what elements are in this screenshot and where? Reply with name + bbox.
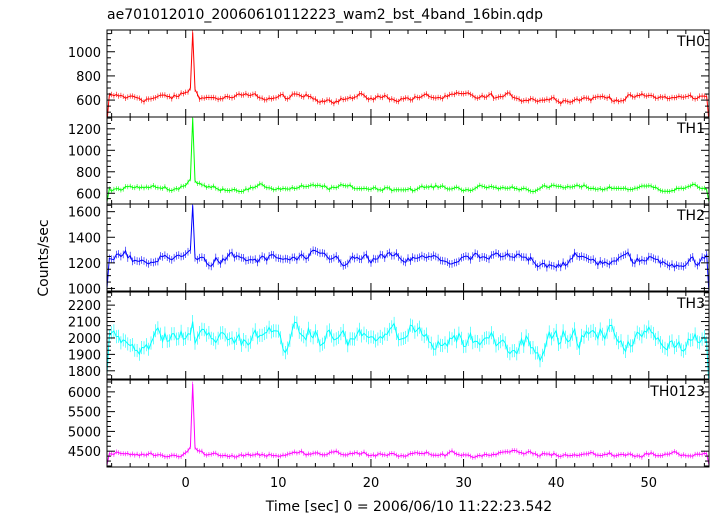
series-errorbars-th1 xyxy=(107,117,709,204)
series-errorbars-th2 xyxy=(107,204,709,291)
y-tick-label: 800 xyxy=(76,70,101,85)
x-axis-label: Time [sec] 0 = 2006/06/10 11:22:23.542 xyxy=(265,499,552,515)
y-tick-label: 600 xyxy=(76,94,101,109)
panel-name-label: TH0 xyxy=(676,34,705,50)
y-axis-label: Counts/sec xyxy=(36,219,52,296)
y-tick-label: 600 xyxy=(76,187,101,202)
y-tick-label: 2000 xyxy=(68,332,101,347)
x-tick-label: 50 xyxy=(641,476,658,491)
y-tick-label: 5500 xyxy=(68,406,101,421)
series-line-th0 xyxy=(107,32,709,117)
series-line-th3 xyxy=(107,321,709,379)
chart-title: ae701012010_20060610112223_wam2_bst_4ban… xyxy=(107,7,543,23)
y-tick-label: 1000 xyxy=(68,46,101,61)
y-tick-label: 5000 xyxy=(68,425,101,440)
panel-th0123: 4500 5000 5500 6000 TH0123 xyxy=(68,379,710,468)
series-errorbars-th3 xyxy=(107,315,708,379)
y-tick-label: 800 xyxy=(76,166,101,181)
x-tick-label: 30 xyxy=(455,476,472,491)
series-errorbars-th0123 xyxy=(107,381,709,467)
panel-name-label: TH0123 xyxy=(649,384,705,400)
panel-name-label: TH2 xyxy=(676,208,705,224)
y-tick-label: 1000 xyxy=(68,144,101,159)
y-tick-label: 1200 xyxy=(68,123,101,138)
x-tick-label: 0 xyxy=(182,476,190,491)
panel-name-label: TH3 xyxy=(676,296,705,312)
y-tick-label: 1000 xyxy=(68,282,101,297)
y-tick-label: 2100 xyxy=(68,316,101,331)
panels-group: 600 800 1000 TH0 600 800 1000 1200 TH1 1000 1200 14… xyxy=(68,29,710,468)
x-tick-label: 40 xyxy=(548,476,565,491)
y-tick-label: 4500 xyxy=(68,445,101,460)
y-tick-label: 1900 xyxy=(68,348,101,363)
y-tick-label: 6000 xyxy=(68,386,101,401)
panel-frame-th2 xyxy=(106,203,710,292)
panel-th0: 600 800 1000 TH0 xyxy=(68,29,710,118)
series-line-th1 xyxy=(107,118,709,202)
x-axis: 0 10 20 30 40 50 xyxy=(182,476,658,491)
series-errorbars-th0 xyxy=(109,30,708,107)
panel-name-label: TH1 xyxy=(676,121,705,137)
y-tick-label: 1600 xyxy=(68,206,101,221)
series-line-th0123 xyxy=(107,383,709,466)
x-tick-label: 10 xyxy=(270,476,287,491)
y-tick-label: 1400 xyxy=(68,231,101,246)
panel-th2: 1000 1200 1400 1600 TH2 xyxy=(68,203,710,297)
y-tick-label: 2200 xyxy=(68,299,101,314)
y-tick-label: 1800 xyxy=(68,365,101,380)
x-tick-label: 20 xyxy=(363,476,380,491)
panel-th1: 600 800 1000 1200 TH1 xyxy=(68,116,710,205)
y-tick-label: 1200 xyxy=(68,257,101,272)
series-line-th2 xyxy=(107,205,709,291)
